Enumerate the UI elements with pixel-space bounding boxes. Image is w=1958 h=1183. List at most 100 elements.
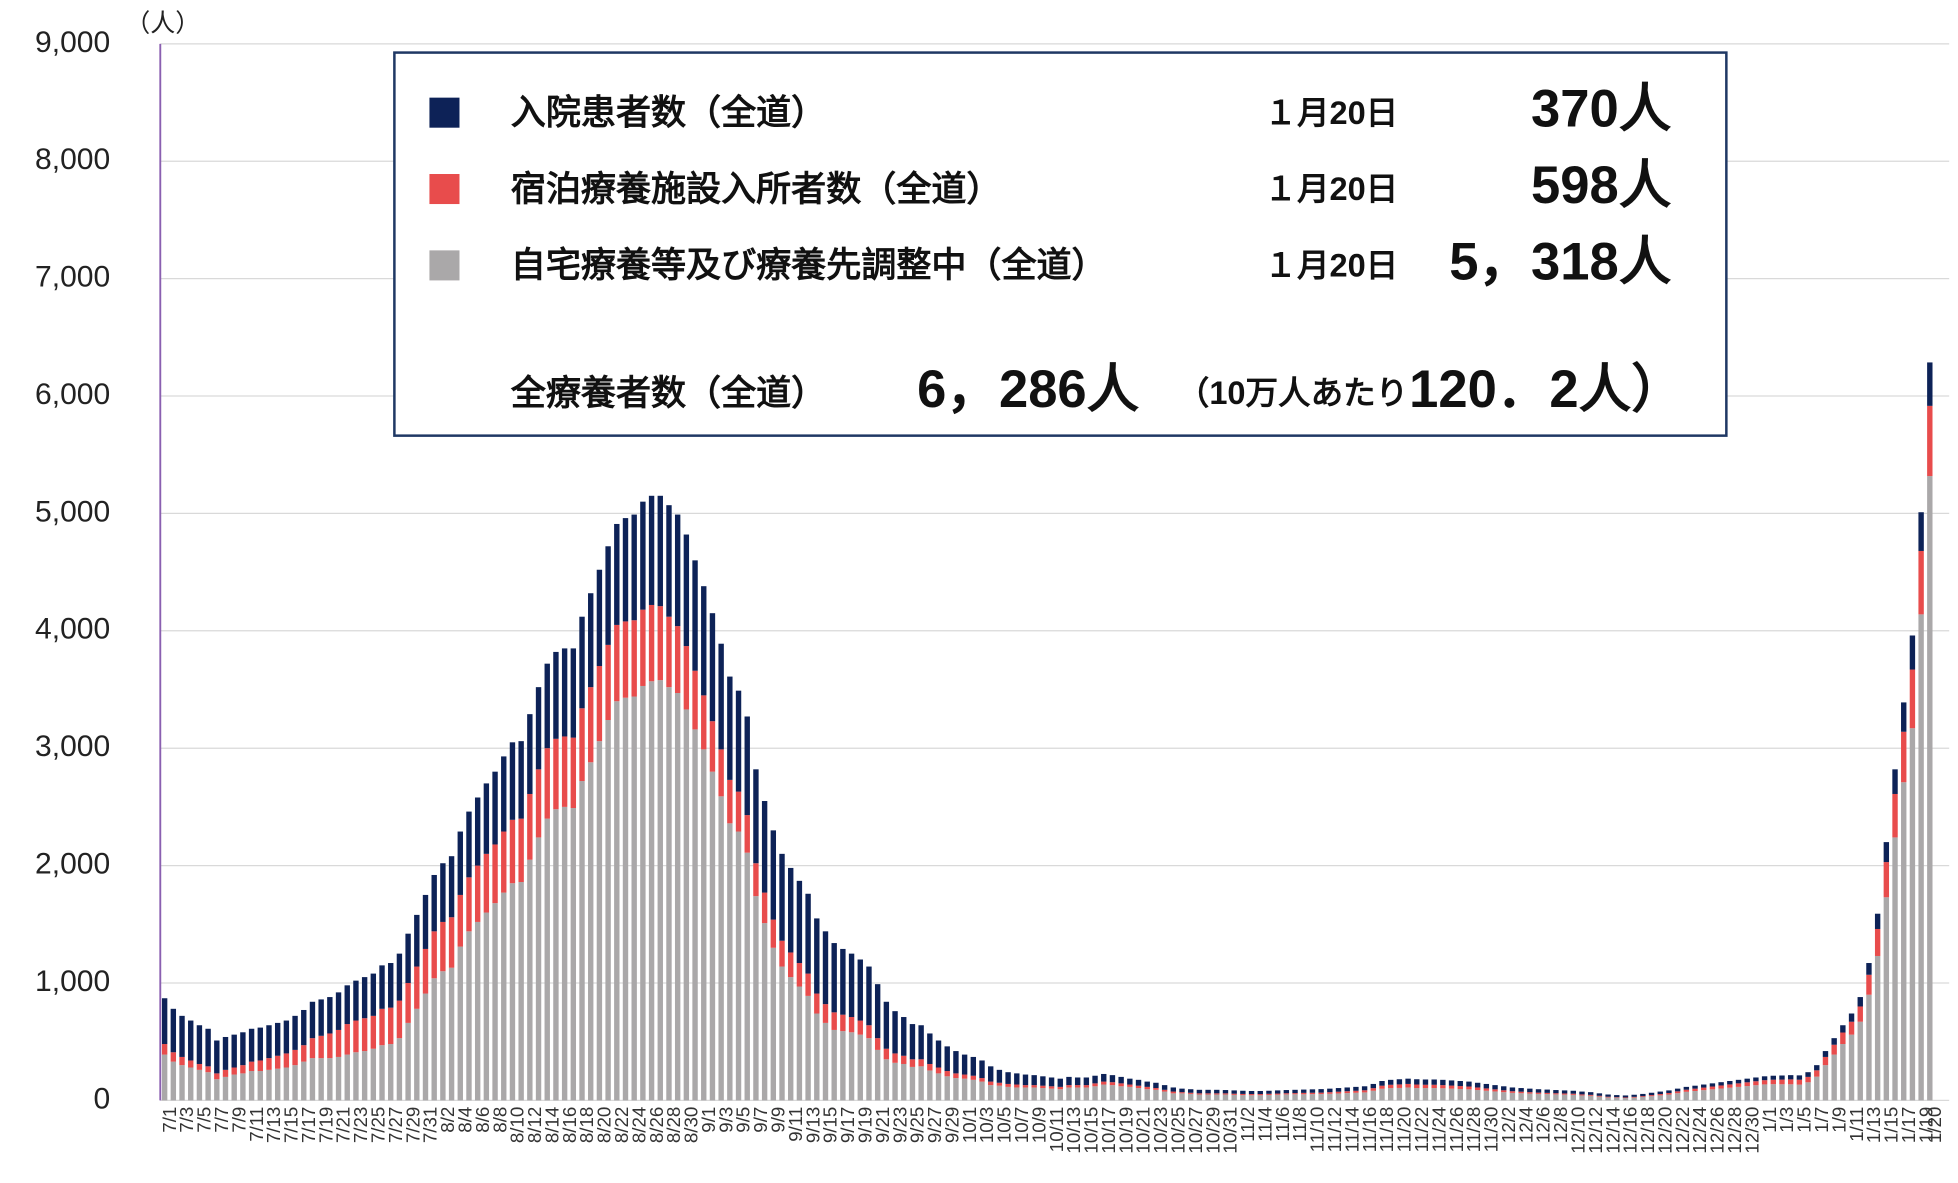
bar-segment (1214, 1093, 1220, 1095)
x-tick-label: 8/28 (663, 1107, 684, 1144)
bar-segment (970, 1075, 977, 1080)
x-tick-label: 7/31 (420, 1107, 441, 1144)
bar-segment (1744, 1082, 1750, 1087)
bar-segment (1796, 1084, 1803, 1101)
bar-segment (1544, 1092, 1550, 1095)
bar-segment (648, 495, 655, 605)
legend-swatch (429, 174, 460, 205)
bar-segment (205, 1066, 211, 1073)
bar-segment (1614, 1097, 1620, 1098)
bar-segment (1674, 1093, 1681, 1101)
x-tick-label: 9/21 (872, 1107, 893, 1144)
bar-segment (1135, 1085, 1142, 1089)
bar-segment (1014, 1073, 1020, 1085)
bar-segment (1440, 1085, 1446, 1089)
bar-segment (961, 1074, 968, 1079)
bar-segment (1335, 1093, 1342, 1101)
bar-segment (388, 1007, 394, 1045)
bar-segment (1657, 1094, 1663, 1096)
x-tick-label: 12/14 (1602, 1107, 1623, 1154)
legend-swatch (429, 250, 460, 281)
x-tick-label: 11/26 (1446, 1107, 1467, 1153)
bar-segment (379, 965, 385, 1009)
bar-segment (1396, 1084, 1403, 1088)
bar-segment (718, 796, 724, 1101)
bar-segment (492, 903, 498, 1101)
bar-segment (1883, 862, 1890, 898)
x-tick-label: 10/11 (1046, 1107, 1067, 1153)
bar-segment (1779, 1079, 1785, 1085)
x-tick-label: 10/3 (976, 1107, 997, 1144)
bar-segment (214, 1073, 220, 1080)
bar-segment (1692, 1088, 1698, 1091)
bar-segment (327, 1033, 333, 1059)
bar-segment (1553, 1093, 1559, 1095)
bar-segment (1631, 1096, 1637, 1098)
bar-segment (309, 1038, 316, 1059)
bar-segment (196, 1025, 203, 1064)
bar-segment (1231, 1090, 1237, 1094)
x-tick-label: 11/6 (1272, 1107, 1293, 1142)
total-value: 6，286人 (917, 360, 1139, 419)
bar-segment (1883, 842, 1890, 863)
bar-segment (1188, 1089, 1194, 1093)
bar-segment (1683, 1086, 1690, 1090)
x-tick-label: 8/20 (594, 1107, 615, 1144)
bar-segment (1257, 1090, 1263, 1095)
bar-segment (1248, 1094, 1255, 1096)
bar-segment (1701, 1087, 1707, 1091)
bar-segment (588, 762, 594, 1101)
bar-segment (1066, 1076, 1072, 1086)
bar-segment (805, 973, 811, 996)
bar-segment (709, 721, 716, 772)
bar-segment (1831, 1038, 1837, 1045)
bar-segment (1022, 1074, 1029, 1086)
bar-segment (1831, 1054, 1837, 1101)
bar-segment (405, 933, 411, 983)
bar-segment (1796, 1079, 1803, 1085)
bar-segment (666, 687, 672, 1101)
x-tick-label: 11/8 (1289, 1107, 1310, 1142)
x-tick-label: 12/8 (1550, 1107, 1571, 1144)
bar-segment (953, 1051, 959, 1074)
x-tick-label: 10/17 (1098, 1107, 1119, 1154)
bar-segment (474, 921, 481, 1101)
bar-segment (318, 999, 324, 1036)
bar-segment (1101, 1084, 1107, 1101)
bar-segment (518, 741, 524, 819)
legend-value: 5，318人 (1449, 232, 1671, 291)
bar-segment (483, 783, 490, 854)
bar-segment (440, 971, 446, 1101)
bar-segment (1753, 1077, 1759, 1082)
bar-segment (1709, 1086, 1716, 1090)
bar-segment (474, 797, 481, 866)
bar-segment (1927, 476, 1933, 1101)
bar-segment (553, 738, 559, 810)
bar-segment (1309, 1089, 1316, 1093)
bar-segment (1231, 1093, 1237, 1095)
bar-segment (248, 1028, 255, 1062)
x-tick-label: 12/24 (1689, 1107, 1710, 1154)
bar-segment (1648, 1095, 1655, 1097)
bar-segment (1822, 1051, 1829, 1057)
bar-segment (1874, 913, 1881, 929)
bar-segment (692, 670, 698, 730)
bar-segment (274, 1055, 281, 1069)
bar-segment (1761, 1084, 1768, 1101)
bar-segment (744, 852, 750, 1101)
bar-segment (448, 967, 455, 1101)
bar-segment (501, 892, 507, 1101)
bar-segment (1301, 1094, 1307, 1101)
x-tick-label: 1/19 (1915, 1107, 1936, 1144)
bar-segment (431, 978, 437, 1101)
bar-segment (1361, 1086, 1368, 1091)
bar-segment (1274, 1094, 1281, 1101)
legend-value: 370人 (1531, 80, 1672, 139)
x-tick-label: 12/22 (1672, 1107, 1693, 1154)
bar-segment (1370, 1090, 1377, 1101)
bar-segment (822, 931, 829, 1005)
bar-segment (1118, 1086, 1124, 1101)
bar-segment (1274, 1093, 1281, 1095)
bar-segment (1683, 1089, 1690, 1092)
bar-segment (927, 1063, 933, 1071)
